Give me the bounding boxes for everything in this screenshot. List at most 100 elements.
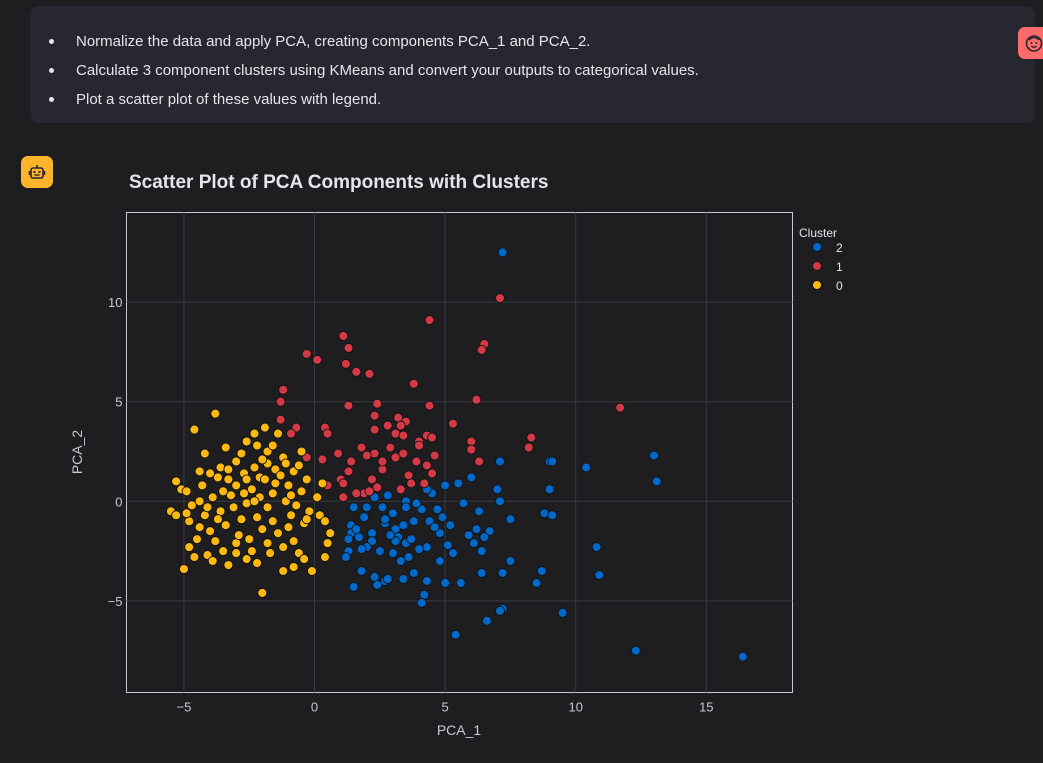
data-point[interactable]	[427, 432, 438, 443]
data-point[interactable]	[259, 474, 270, 485]
data-point[interactable]	[249, 496, 260, 507]
data-point[interactable]	[531, 578, 542, 588]
data-point[interactable]	[184, 542, 195, 553]
data-point[interactable]	[317, 454, 328, 465]
data-point[interactable]	[343, 466, 354, 477]
data-point[interactable]	[495, 496, 505, 507]
data-point[interactable]	[495, 605, 505, 616]
data-point[interactable]	[387, 548, 398, 559]
data-point[interactable]	[466, 472, 477, 483]
data-point[interactable]	[343, 534, 354, 545]
data-point[interactable]	[398, 520, 409, 531]
data-point[interactable]	[403, 552, 414, 563]
data-point[interactable]	[737, 651, 748, 662]
data-point[interactable]	[340, 358, 351, 369]
data-point[interactable]	[288, 536, 299, 547]
data-point[interactable]	[544, 484, 555, 495]
data-point[interactable]	[424, 315, 435, 326]
data-point[interactable]	[523, 442, 534, 453]
data-point[interactable]	[416, 597, 427, 608]
data-point[interactable]	[463, 530, 474, 541]
data-point[interactable]	[398, 430, 409, 441]
data-point[interactable]	[398, 448, 409, 459]
data-point[interactable]	[351, 488, 362, 499]
data-point[interactable]	[429, 450, 440, 461]
data-point[interactable]	[427, 468, 438, 479]
data-point[interactable]	[249, 428, 260, 439]
data-point[interactable]	[364, 486, 375, 497]
legend-marker[interactable]	[812, 261, 822, 271]
data-point[interactable]	[401, 502, 411, 513]
data-point[interactable]	[202, 502, 213, 513]
data-point[interactable]	[320, 516, 330, 527]
data-point[interactable]	[275, 470, 286, 481]
data-point[interactable]	[492, 484, 503, 495]
data-point[interactable]	[455, 578, 466, 588]
data-point[interactable]	[278, 542, 289, 553]
data-point[interactable]	[414, 440, 424, 451]
data-point[interactable]	[361, 450, 372, 461]
series-0[interactable]	[165, 408, 336, 598]
data-point[interactable]	[479, 532, 490, 543]
data-point[interactable]	[471, 394, 482, 405]
data-point[interactable]	[411, 456, 422, 467]
data-point[interactable]	[505, 514, 516, 525]
series-1[interactable]	[275, 293, 626, 503]
data-point[interactable]	[301, 474, 312, 485]
data-point[interactable]	[351, 366, 362, 377]
data-point[interactable]	[382, 420, 393, 431]
data-point[interactable]	[377, 456, 388, 467]
data-point[interactable]	[262, 538, 273, 549]
data-point[interactable]	[395, 556, 406, 566]
data-point[interactable]	[547, 510, 558, 521]
data-point[interactable]	[372, 482, 383, 493]
data-point[interactable]	[231, 456, 242, 467]
data-point[interactable]	[270, 478, 281, 489]
data-point[interactable]	[171, 476, 182, 487]
data-point[interactable]	[343, 342, 354, 353]
data-point[interactable]	[453, 478, 464, 489]
data-point[interactable]	[547, 456, 558, 467]
data-point[interactable]	[278, 384, 289, 395]
data-point[interactable]	[246, 546, 257, 557]
data-point[interactable]	[581, 462, 592, 473]
data-point[interactable]	[367, 474, 377, 485]
data-point[interactable]	[205, 526, 216, 537]
data-point[interactable]	[536, 566, 547, 576]
data-point[interactable]	[299, 554, 310, 565]
data-point[interactable]	[286, 428, 296, 439]
data-point[interactable]	[338, 331, 349, 341]
data-point[interactable]	[406, 478, 417, 489]
data-point[interactable]	[207, 492, 218, 503]
data-point[interactable]	[594, 570, 605, 580]
data-point[interactable]	[218, 546, 229, 557]
data-point[interactable]	[356, 544, 367, 555]
data-point[interactable]	[421, 460, 432, 471]
data-point[interactable]	[296, 486, 307, 497]
data-point[interactable]	[312, 354, 323, 365]
data-point[interactable]	[364, 368, 375, 379]
legend-label[interactable]: 0	[836, 279, 843, 293]
data-point[interactable]	[387, 508, 398, 519]
data-point[interactable]	[495, 456, 505, 467]
data-point[interactable]	[312, 492, 323, 503]
data-point[interactable]	[385, 442, 396, 453]
data-point[interactable]	[557, 607, 568, 618]
data-point[interactable]	[408, 378, 419, 389]
data-point[interactable]	[471, 524, 482, 535]
legend-marker[interactable]	[812, 242, 822, 252]
data-point[interactable]	[395, 484, 406, 495]
data-point[interactable]	[236, 448, 247, 459]
data-point[interactable]	[346, 456, 357, 467]
data-point[interactable]	[338, 492, 349, 503]
data-point[interactable]	[257, 524, 268, 535]
data-point[interactable]	[262, 502, 273, 513]
data-point[interactable]	[476, 344, 487, 355]
data-point[interactable]	[359, 512, 370, 523]
data-point[interactable]	[340, 552, 351, 563]
data-point[interactable]	[361, 502, 372, 513]
data-point[interactable]	[194, 466, 205, 477]
data-point[interactable]	[223, 474, 234, 485]
data-point[interactable]	[296, 446, 307, 457]
data-point[interactable]	[267, 488, 278, 499]
